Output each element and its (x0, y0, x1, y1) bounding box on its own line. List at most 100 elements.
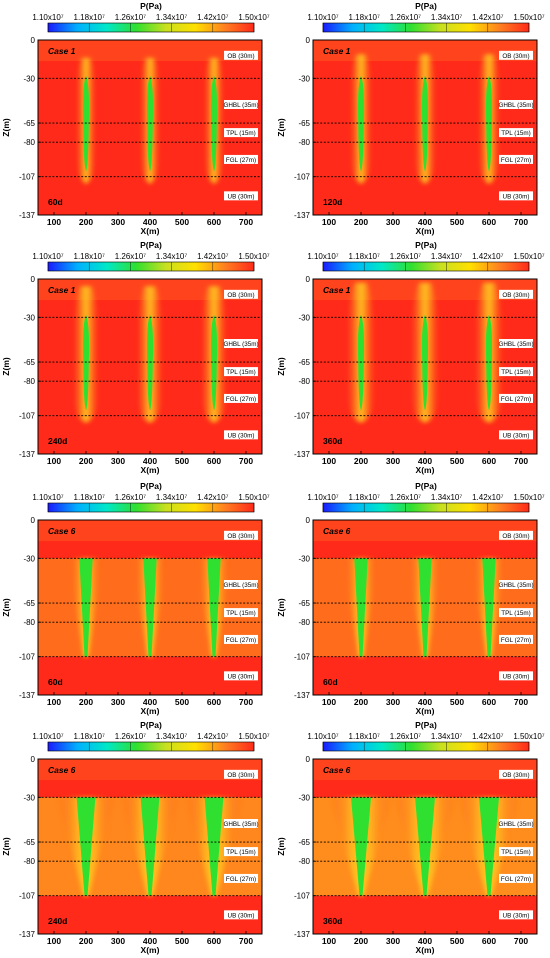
x-tick-label: 100 (47, 217, 61, 227)
layer-label: GHBL (35m) (498, 341, 533, 348)
x-tick-label: 700 (514, 936, 528, 946)
layer-label: TPL (15m) (226, 130, 256, 137)
y-tick-label: -107 (19, 653, 36, 662)
x-tick-label: 200 (79, 936, 93, 946)
layer-label: GHBL (35m) (498, 582, 533, 589)
x-axis-label: X(m) (141, 706, 160, 716)
x-tick-label: 300 (111, 217, 125, 227)
colorbar-tick-label: 1.34x10⁷ (156, 252, 187, 261)
colorbar-title: P(Pa) (415, 720, 437, 730)
layer-label: FGL (27m) (501, 396, 531, 403)
y-tick-label: -107 (19, 412, 36, 421)
colorbar-tick-label: 1.10x10⁷ (32, 732, 63, 741)
case-label: Case 6 (48, 765, 76, 775)
colorbar-tick-label: 1.34x10⁷ (431, 493, 462, 502)
colorbar-tick-label: 1.26x10⁷ (390, 732, 421, 741)
layer-label-box (224, 634, 258, 644)
x-tick-label: 500 (175, 936, 189, 946)
layer-label-box (499, 339, 533, 349)
layer-label: UB (30m) (503, 673, 530, 680)
y-tick-label: -80 (298, 138, 310, 147)
well-core (204, 797, 224, 896)
colorbar-tick-label: 1.42x10⁷ (197, 732, 228, 741)
pressure-panel: P(Pa) 1.10x10⁷ 1.18x10⁷ 1.26x10⁷ 1.34x10⁷ 1.4… (1, 481, 270, 716)
layer-label: FGL (27m) (226, 157, 256, 164)
y-tick-label: -30 (23, 313, 35, 322)
colorbar (47, 261, 255, 272)
colorbar-tick-label: 1.34x10⁷ (156, 13, 187, 22)
y-tick-label: 0 (31, 755, 36, 764)
pressure-panel: P(Pa) 1.10x10⁷ 1.18x10⁷ 1.26x10⁷ 1.34x10⁷ 1.4… (1, 240, 270, 475)
x-tick-label: 200 (79, 697, 93, 707)
colorbar-tick-label: 1.10x10⁷ (32, 252, 63, 261)
layer-label-box (224, 154, 258, 164)
colorbar-tick-label: 1.34x10⁷ (431, 732, 462, 741)
x-tick-label: 700 (514, 217, 528, 227)
y-tick-label: -107 (19, 173, 36, 182)
case-label: Case 6 (323, 526, 351, 536)
x-axis-label: X(m) (141, 226, 160, 236)
colorbar-tick-label: 1.50x10⁷ (238, 13, 269, 22)
x-tick-label: 400 (418, 697, 432, 707)
layer-label: GHBL (35m) (223, 582, 258, 589)
layer-label-box (499, 769, 533, 779)
layer-label-box (499, 100, 533, 110)
x-tick-label: 600 (207, 697, 221, 707)
pressure-panel: P(Pa) 1.10x10⁷ 1.18x10⁷ 1.26x10⁷ 1.34x10⁷ 1.4… (276, 240, 545, 475)
well-core (207, 558, 221, 657)
colorbar-tick-label: 1.42x10⁷ (472, 493, 503, 502)
x-tick-label: 500 (450, 456, 464, 466)
layer-label: OB (30m) (227, 533, 254, 540)
well-core (415, 797, 435, 896)
y-tick-label: -137 (294, 450, 311, 459)
colorbar-tick-label: 1.34x10⁷ (156, 732, 187, 741)
y-tick-label: -80 (23, 377, 35, 386)
layer-label-box (224, 100, 258, 110)
x-tick-label: 100 (322, 697, 336, 707)
colorbar-title: P(Pa) (415, 240, 437, 250)
layer-label-box (499, 819, 533, 829)
x-tick-label: 500 (450, 697, 464, 707)
y-axis-label: Z(m) (276, 357, 286, 376)
y-tick-label: -80 (298, 857, 310, 866)
x-tick-label: 200 (354, 456, 368, 466)
surface-band (313, 759, 537, 781)
colorbar-tick-label: 1.10x10⁷ (307, 493, 338, 502)
x-tick-label: 500 (450, 936, 464, 946)
x-axis-label: X(m) (141, 945, 160, 955)
colorbar-tick-label: 1.26x10⁷ (115, 13, 146, 22)
x-tick-label: 200 (354, 217, 368, 227)
layer-label: FGL (27m) (226, 396, 256, 403)
pressure-panel: P(Pa) 1.10x10⁷ 1.18x10⁷ 1.26x10⁷ 1.34x10⁷ 1.4… (1, 720, 270, 955)
layer-label-box (499, 873, 533, 883)
colorbar-tick-label: 1.26x10⁷ (390, 493, 421, 502)
x-axis-label: X(m) (416, 465, 435, 475)
x-tick-label: 700 (239, 456, 253, 466)
x-tick-label: 600 (482, 697, 496, 707)
colorbar (47, 741, 255, 752)
case-label: Case 6 (48, 526, 76, 536)
well-core (146, 314, 154, 411)
layer-label: GHBL (35m) (223, 102, 258, 109)
colorbar (322, 502, 530, 513)
surface-band (38, 40, 262, 62)
layer-label: UB (30m) (228, 193, 255, 200)
colorbar-tick-label: 1.34x10⁷ (156, 493, 187, 502)
x-tick-label: 300 (111, 697, 125, 707)
y-tick-label: -30 (298, 554, 310, 563)
x-tick-label: 600 (207, 936, 221, 946)
layer-label-box (499, 289, 533, 299)
colorbar-title: P(Pa) (140, 1, 162, 11)
x-tick-label: 100 (47, 456, 61, 466)
y-tick-label: -137 (294, 691, 311, 700)
colorbar-tick-label: 1.42x10⁷ (197, 252, 228, 261)
case-label: Case 1 (323, 46, 351, 56)
layer-label-box (499, 367, 533, 377)
layer-label-box (224, 671, 258, 681)
x-tick-label: 500 (175, 697, 189, 707)
time-label: 360d (323, 436, 342, 446)
x-tick-label: 600 (207, 456, 221, 466)
y-tick-label: -30 (298, 74, 310, 83)
layer-label: OB (30m) (227, 292, 254, 299)
y-tick-label: 0 (306, 275, 311, 284)
